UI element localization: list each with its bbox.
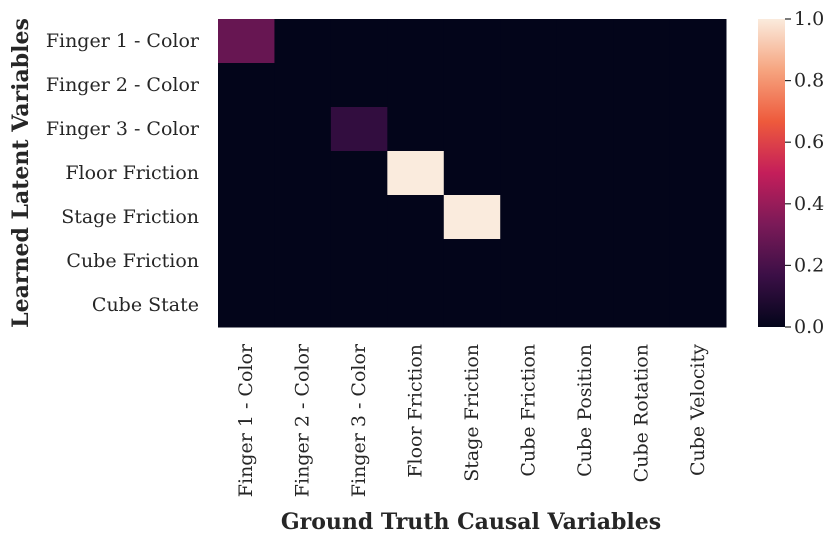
colorbar-tick-label: 0.0	[794, 316, 824, 338]
x-tick-label: Finger 3 - Color	[348, 343, 370, 497]
heatmap-cell	[613, 283, 671, 328]
heatmap-cell	[443, 283, 501, 328]
y-axis-title: Learned Latent Variables	[8, 18, 34, 328]
heatmap-cell	[669, 283, 727, 328]
heatmap-cell	[443, 19, 501, 64]
heatmap-cell	[387, 151, 445, 196]
heatmap-cell	[274, 195, 332, 240]
heatmap-cell	[443, 195, 501, 240]
heatmap-cell	[500, 239, 558, 284]
heatmap-cell	[500, 19, 558, 64]
heatmap-cell	[387, 283, 445, 328]
colorbar-tick-label: 0.8	[794, 70, 824, 92]
heatmap-cell	[500, 151, 558, 196]
heatmap-cell	[387, 195, 445, 240]
heatmap-cell	[500, 107, 558, 152]
heatmap-cell	[443, 151, 501, 196]
colorbar-tick-label: 0.2	[794, 254, 824, 276]
colorbar: 0.0 0.2 0.4 0.6 0.8 1.0	[758, 8, 824, 338]
heatmap-cell	[274, 19, 332, 64]
heatmap-cell	[218, 19, 275, 64]
heatmap-cell	[613, 19, 671, 64]
heatmap-cell	[274, 239, 332, 284]
y-tick-labels: Finger 1 - Color Finger 2 - Color Finger 3…	[46, 30, 200, 316]
heatmap-cell	[330, 63, 388, 108]
heatmap-cells	[218, 19, 727, 328]
heatmap-cell	[387, 19, 445, 64]
heatmap-cell	[613, 63, 671, 108]
heatmap-cell	[330, 19, 388, 64]
y-tick-label: Cube Friction	[66, 250, 199, 272]
x-tick-label: Finger 1 - Color	[235, 343, 257, 497]
colorbar-tick-label: 0.4	[794, 193, 824, 215]
heatmap-cell	[443, 63, 501, 108]
heatmap-cell	[556, 19, 614, 64]
y-tick-label: Stage Friction	[61, 206, 199, 228]
heatmap-cell	[613, 195, 671, 240]
heatmap-cell	[669, 239, 727, 284]
heatmap-cell	[218, 239, 275, 284]
x-axis-title: Ground Truth Causal Variables	[281, 509, 661, 535]
heatmap-cell	[613, 151, 671, 196]
heatmap-cell	[443, 239, 501, 284]
heatmap-cell	[500, 195, 558, 240]
colorbar-tick-label: 0.6	[794, 131, 824, 153]
x-tick-label: Stage Friction	[461, 344, 483, 482]
heatmap-cell	[613, 107, 671, 152]
colorbar-gradient	[758, 19, 785, 327]
heatmap-cell	[669, 151, 727, 196]
heatmap-cell	[669, 19, 727, 64]
heatmap-cell	[330, 195, 388, 240]
y-tick-label: Cube State	[92, 294, 199, 316]
heatmap-cell	[669, 63, 727, 108]
y-tick-label: Finger 2 - Color	[46, 74, 200, 96]
heatmap-cell	[556, 107, 614, 152]
x-tick-label: Cube Rotation	[630, 344, 652, 482]
heatmap-cell	[387, 63, 445, 108]
heatmap-cell	[274, 107, 332, 152]
heatmap-cell	[387, 107, 445, 152]
heatmap-cell	[218, 195, 275, 240]
heatmap-cell	[218, 107, 275, 152]
heatmap-cell	[669, 107, 727, 152]
x-tick-label: Cube Friction	[517, 344, 539, 477]
heatmap-cell	[500, 283, 558, 328]
heatmap-cell	[387, 239, 445, 284]
heatmap-cell	[443, 107, 501, 152]
y-tick-label: Finger 1 - Color	[46, 30, 200, 52]
heatmap-cell	[556, 63, 614, 108]
heatmap-cell	[613, 239, 671, 284]
x-tick-label: Finger 2 - Color	[292, 343, 314, 497]
heatmap-cell	[218, 283, 275, 328]
heatmap-cell	[330, 283, 388, 328]
y-tick-label: Finger 3 - Color	[46, 118, 200, 140]
heatmap-cell	[556, 239, 614, 284]
colorbar-tick-label: 1.0	[794, 8, 824, 30]
y-tick-label: Floor Friction	[65, 162, 199, 184]
heatmap-cell	[274, 283, 332, 328]
x-tick-label: Cube Position	[574, 344, 596, 477]
heatmap-cell	[669, 195, 727, 240]
heatmap-cell	[330, 107, 388, 152]
heatmap-cell	[218, 151, 275, 196]
heatmap-cell	[556, 283, 614, 328]
heatmap-cell	[218, 63, 275, 108]
heatmap-cell	[500, 63, 558, 108]
heatmap-cell	[556, 195, 614, 240]
heatmap-cell	[330, 239, 388, 284]
x-tick-label: Cube Velocity	[687, 344, 709, 476]
heatmap-cell	[274, 63, 332, 108]
x-tick-labels: Finger 1 - Color Finger 2 - Color Finger 3…	[235, 343, 709, 497]
heatmap-cell	[556, 151, 614, 196]
heatmap-cell	[274, 151, 332, 196]
x-tick-label: Floor Friction	[405, 344, 427, 478]
heatmap-cell	[330, 151, 388, 196]
